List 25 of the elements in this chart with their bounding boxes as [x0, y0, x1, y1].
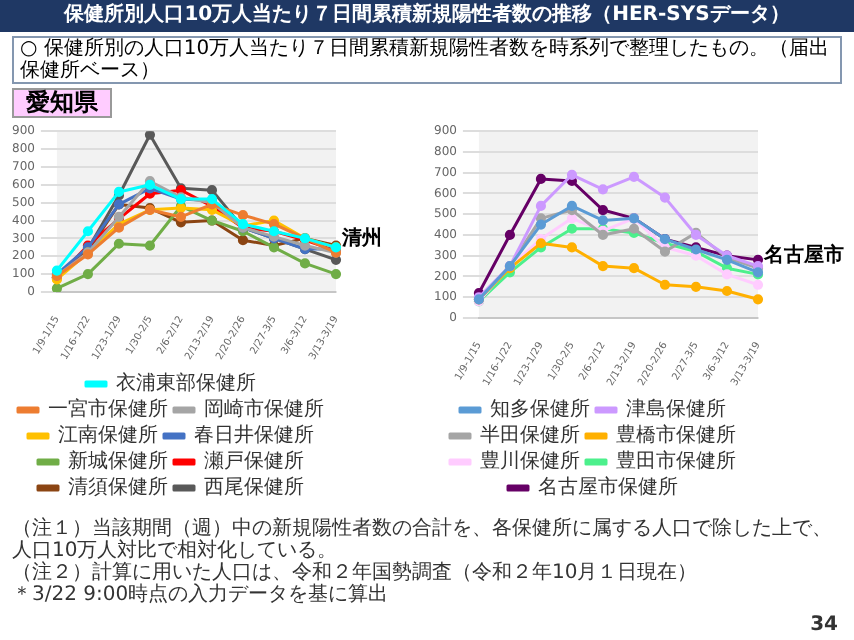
- legend-label: 豊橋市保健所: [616, 423, 736, 448]
- legend-label: 清須保健所: [68, 475, 168, 500]
- text: 34: [810, 614, 838, 636]
- text: 愛知県: [12, 88, 112, 118]
- text: （注１）当該期間（週）中の新規陽性者数の合計を、各保健所に属する人口で除した上で、人口10万人対比で相対化している。: [12, 518, 834, 562]
- legend-label: 知多保健所: [490, 397, 590, 422]
- legend-label: 衣浦東部保健所: [116, 371, 256, 396]
- legend-label: 岡崎市保健所: [204, 397, 324, 422]
- legend-label: 瀬戸保健所: [204, 449, 304, 474]
- text: 保健所別人口10万人当たり７日間累積新規陽性者数の推移（HER-SYSデータ）: [0, 0, 854, 32]
- legend-label: 豊田市保健所: [616, 449, 736, 474]
- legend-label: 西尾保健所: [204, 475, 304, 500]
- legend-label: 新城保健所: [68, 449, 168, 474]
- legend-label: 名古屋市保健所: [538, 475, 678, 500]
- legend-label: 春日井保健所: [194, 423, 314, 448]
- text: ○ 保健所別の人口10万人当たり７日間累積新規陽性者数を時系列で整理したもの。（届出保健所ベース）: [12, 36, 842, 84]
- text: （注２）計算に用いた人口は、令和２年国勢調査（令和２年10月１日現在）: [12, 562, 700, 584]
- legend-label: 豊川保健所: [480, 449, 580, 474]
- text: ＊3/22 9:00時点の入力データを基に算出: [12, 584, 391, 606]
- annotation: 名古屋市: [762, 242, 844, 267]
- legend-label: 半田保健所: [480, 423, 580, 448]
- legend-label: 江南保健所: [58, 423, 158, 448]
- legend-label: 津島保健所: [626, 397, 726, 422]
- annotation: 清州: [340, 225, 382, 250]
- legend-label: 一宮市保健所: [48, 397, 168, 422]
